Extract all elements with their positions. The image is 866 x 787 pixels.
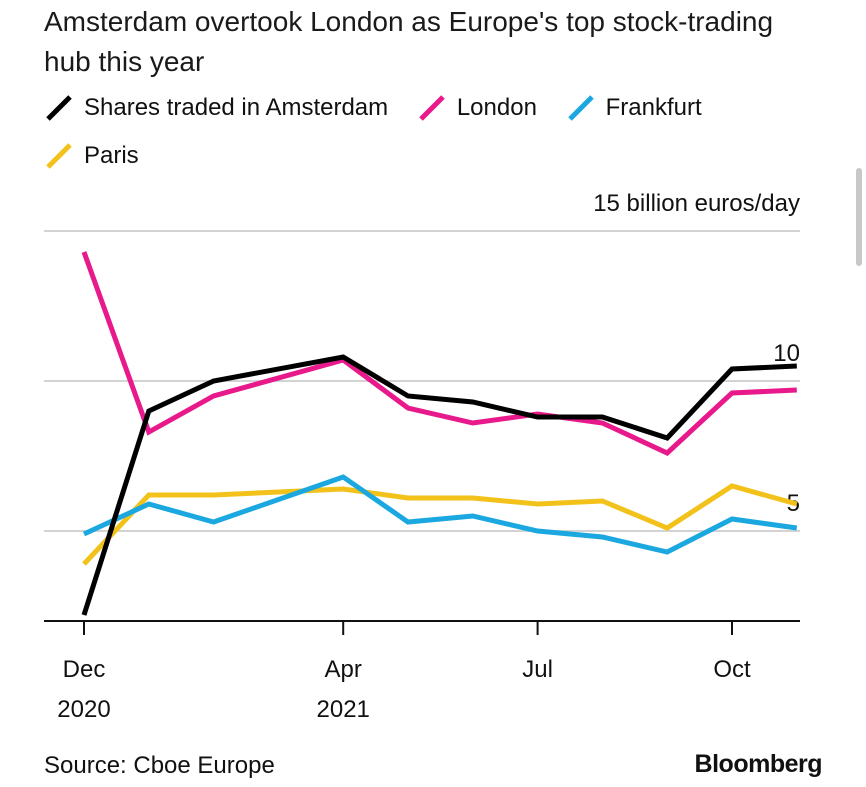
legend-swatch-london [419,95,445,121]
chart-legend: Shares traded in Amsterdam London Frankf… [44,88,824,184]
legend-label-amsterdam: Shares traded in Amsterdam [84,94,389,121]
x-tick-label-apr: Apr [325,656,362,683]
legend-label-london: London [456,94,537,121]
scrollbar-thumb[interactable] [856,168,862,266]
legend-swatch-paris [46,143,72,169]
legend-swatch-frankfurt [567,95,594,121]
series-line-paris [82,483,798,566]
series-line-london [81,251,797,456]
chart-title: Amsterdam overtook London as Europe's to… [44,6,774,77]
source-note: Source: Cboe Europe [44,752,275,779]
series-line-shares-traded-in-amsterdam [81,354,797,616]
x-tick-sublabel-2020: 2020 [57,696,110,723]
legend-item-frankfurt: Frankfurt [566,88,702,128]
legend-item-amsterdam: Shares traded in Amsterdam [44,88,388,128]
legend-item-london: London [417,88,537,128]
brand-logo: Bloomberg [694,750,823,778]
legend-item-paris: Paris [44,136,139,176]
y-tick-label-10: 10 [773,340,800,367]
legend-label-frankfurt: Frankfurt [605,94,702,121]
y-tick-label-15: 15 billion euros/day [593,190,800,217]
legend-swatch-amsterdam [46,95,72,121]
x-tick-sublabel-2021: 2021 [317,696,370,723]
x-tick-label-jul: Jul [522,656,553,683]
x-tick-label-dec: Dec [63,656,106,683]
legend-label-paris: Paris [84,142,139,169]
series-line-frankfurt [82,474,798,555]
x-tick-label-oct: Oct [713,656,751,683]
